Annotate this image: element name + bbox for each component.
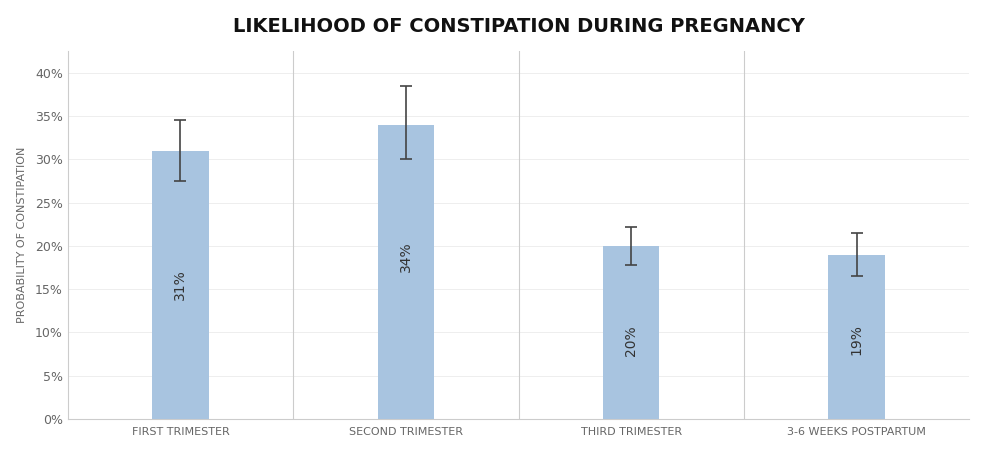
Bar — [603, 246, 660, 419]
Text: 20%: 20% — [624, 326, 638, 356]
Text: 34%: 34% — [398, 242, 413, 272]
Title: LIKELIHOOD OF CONSTIPATION DURING PREGNANCY: LIKELIHOOD OF CONSTIPATION DURING PREGNA… — [233, 17, 805, 36]
Bar — [378, 125, 434, 419]
Bar — [828, 255, 884, 419]
Text: 19%: 19% — [850, 325, 864, 355]
Text: 31%: 31% — [174, 270, 187, 300]
Y-axis label: PROBABILITY OF CONSTIPATION: PROBABILITY OF CONSTIPATION — [17, 147, 27, 323]
Bar — [152, 151, 209, 419]
